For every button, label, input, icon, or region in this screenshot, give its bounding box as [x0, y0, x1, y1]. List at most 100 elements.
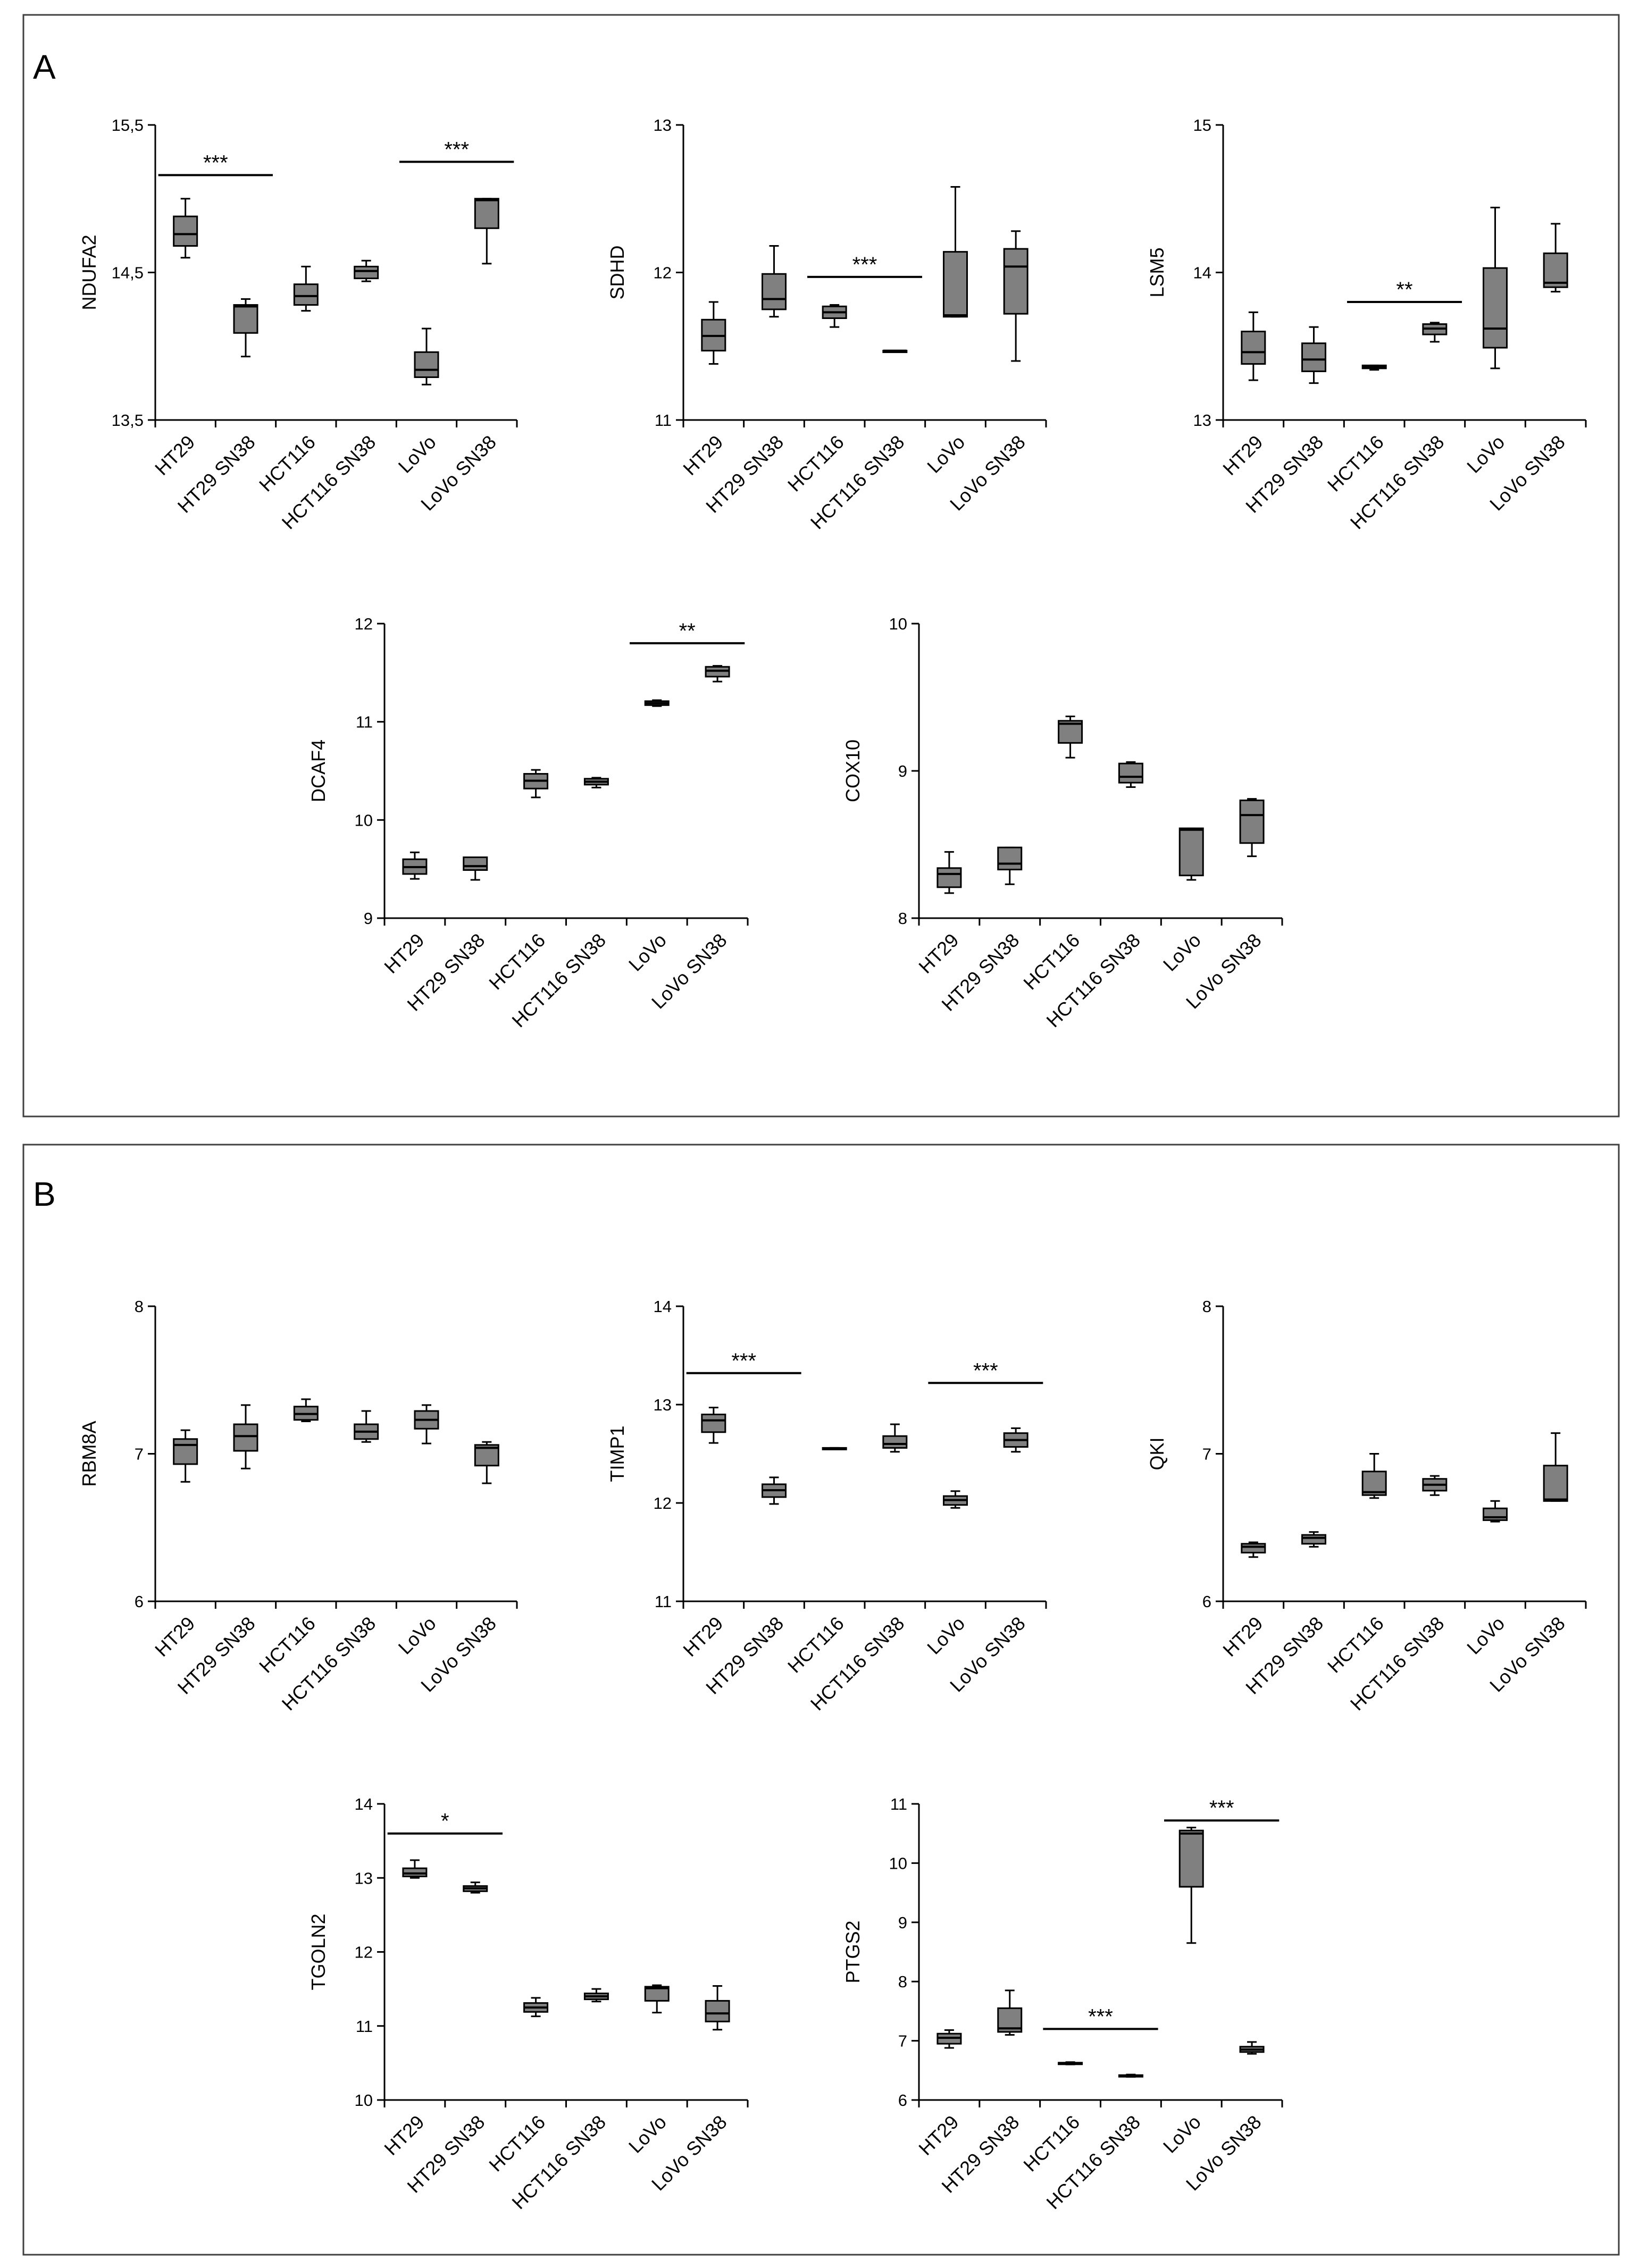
box-ht29-sn38	[997, 1989, 1023, 2036]
x-tick-label: LoVo	[1462, 431, 1509, 477]
y-tick-label: 6	[1202, 1592, 1211, 1611]
box-iqr	[173, 215, 198, 247]
box-hct116	[293, 1398, 319, 1422]
x-tick-label: LoVo	[394, 431, 440, 477]
y-tick-label: 9	[898, 762, 907, 780]
x-tick-label: LoVo	[923, 1612, 969, 1659]
y-tick-label: 12	[654, 264, 672, 282]
box-ht29	[173, 198, 198, 259]
box-lovo-sn38	[474, 1441, 499, 1484]
x-tick-label: LoVo	[1159, 929, 1205, 976]
box-lovo-sn38	[1003, 230, 1028, 362]
y-tick-label: 8	[135, 1297, 144, 1316]
x-tick-label: LoVo	[624, 929, 671, 976]
y-axis-title: RBM8A	[78, 1421, 100, 1486]
x-tick-label: LoVo	[1462, 1612, 1509, 1659]
y-tick-label: 14	[654, 1297, 672, 1316]
box-ht29	[1241, 1541, 1266, 1558]
box-hct116-sn38	[354, 259, 379, 282]
box-lovo	[1178, 1827, 1204, 1944]
box-ht29-sn38	[233, 298, 258, 358]
y-tick-label: 11	[655, 411, 672, 430]
y-axis-title: SDHD	[606, 245, 628, 299]
y-tick-label: 14	[355, 1795, 373, 1813]
box-iqr	[233, 1423, 258, 1452]
box-hct116	[1058, 2061, 1083, 2065]
box-iqr	[1301, 1534, 1326, 1545]
y-tick-label: 10	[889, 1854, 907, 1872]
box-lovo-sn38	[1239, 2041, 1265, 2055]
panel-a-border	[22, 14, 1620, 1118]
y-tick-label: 9	[898, 1913, 907, 1932]
box-iqr	[463, 856, 488, 871]
y-tick-label: 12	[355, 615, 373, 633]
box-hct116-sn38	[583, 1988, 609, 2003]
significance-label: ***	[1209, 1796, 1234, 1820]
box-lovo	[1483, 1500, 1508, 1523]
y-tick-label: 13	[1193, 411, 1211, 430]
box-lovo	[644, 1984, 670, 2014]
box-iqr	[402, 1867, 428, 1877]
x-tick-label: LoVo	[394, 1612, 440, 1659]
y-tick-label: 7	[135, 1445, 144, 1464]
box-ht29-sn38	[762, 245, 787, 318]
box-hct116-sn38	[882, 1423, 908, 1453]
box-ht29	[1241, 311, 1266, 381]
x-tick-label: HT29	[150, 1612, 199, 1661]
significance-label: **	[679, 619, 696, 643]
box-hct116-sn38	[1118, 2073, 1143, 2078]
significance-label: **	[1396, 278, 1412, 301]
box-lovo	[943, 1490, 968, 1509]
box-iqr	[1239, 799, 1265, 844]
x-tick-label: LoVo	[624, 2111, 671, 2157]
y-tick-label: 10	[355, 2091, 373, 2110]
box-ht29	[936, 851, 962, 894]
significance-label: *	[441, 1810, 449, 1833]
box-iqr	[1178, 1829, 1204, 1888]
box-hct116-sn38	[1422, 322, 1448, 343]
y-tick-label: 11	[356, 713, 373, 732]
x-tick-label: HT29	[679, 431, 727, 480]
box-ht29	[402, 1859, 428, 1879]
y-tick-label: 6	[898, 2091, 907, 2110]
y-tick-label: 11	[356, 2017, 373, 2036]
box-iqr	[1483, 267, 1508, 349]
y-axis-title: LSM5	[1146, 247, 1168, 297]
x-tick-label: HT29	[380, 929, 428, 978]
y-tick-label: 9	[364, 909, 373, 928]
significance-label: ***	[973, 1359, 998, 1382]
y-axis-title: COX10	[842, 740, 864, 802]
y-tick-label: 10	[355, 811, 373, 829]
box-iqr	[354, 265, 379, 280]
y-tick-label: 14,5	[112, 264, 144, 282]
x-tick-label: HT29	[1218, 431, 1267, 480]
box-hct116	[523, 1997, 549, 2018]
box-hct116-sn38	[1118, 761, 1143, 788]
y-tick-label: 10	[889, 615, 907, 633]
box-iqr	[1543, 252, 1568, 288]
x-tick-label: HT29	[914, 929, 963, 978]
box-hct116-sn38	[583, 777, 609, 788]
y-tick-label: 8	[898, 1972, 907, 1991]
y-axis-title: QKI	[1146, 1437, 1168, 1470]
y-tick-label: 6	[135, 1592, 144, 1611]
box-lovo	[414, 327, 439, 385]
box-iqr	[936, 867, 962, 888]
box-lovo	[644, 699, 670, 707]
box-hct116	[1361, 1453, 1387, 1499]
box-lovo-sn38	[1543, 1432, 1568, 1502]
y-tick-label: 8	[898, 909, 907, 928]
y-tick-label: 12	[355, 1943, 373, 1962]
box-lovo	[1178, 827, 1204, 881]
box-iqr	[173, 1438, 198, 1465]
box-iqr	[474, 198, 499, 229]
y-tick-label: 7	[898, 2032, 907, 2051]
box-ht29-sn38	[1301, 1531, 1326, 1548]
